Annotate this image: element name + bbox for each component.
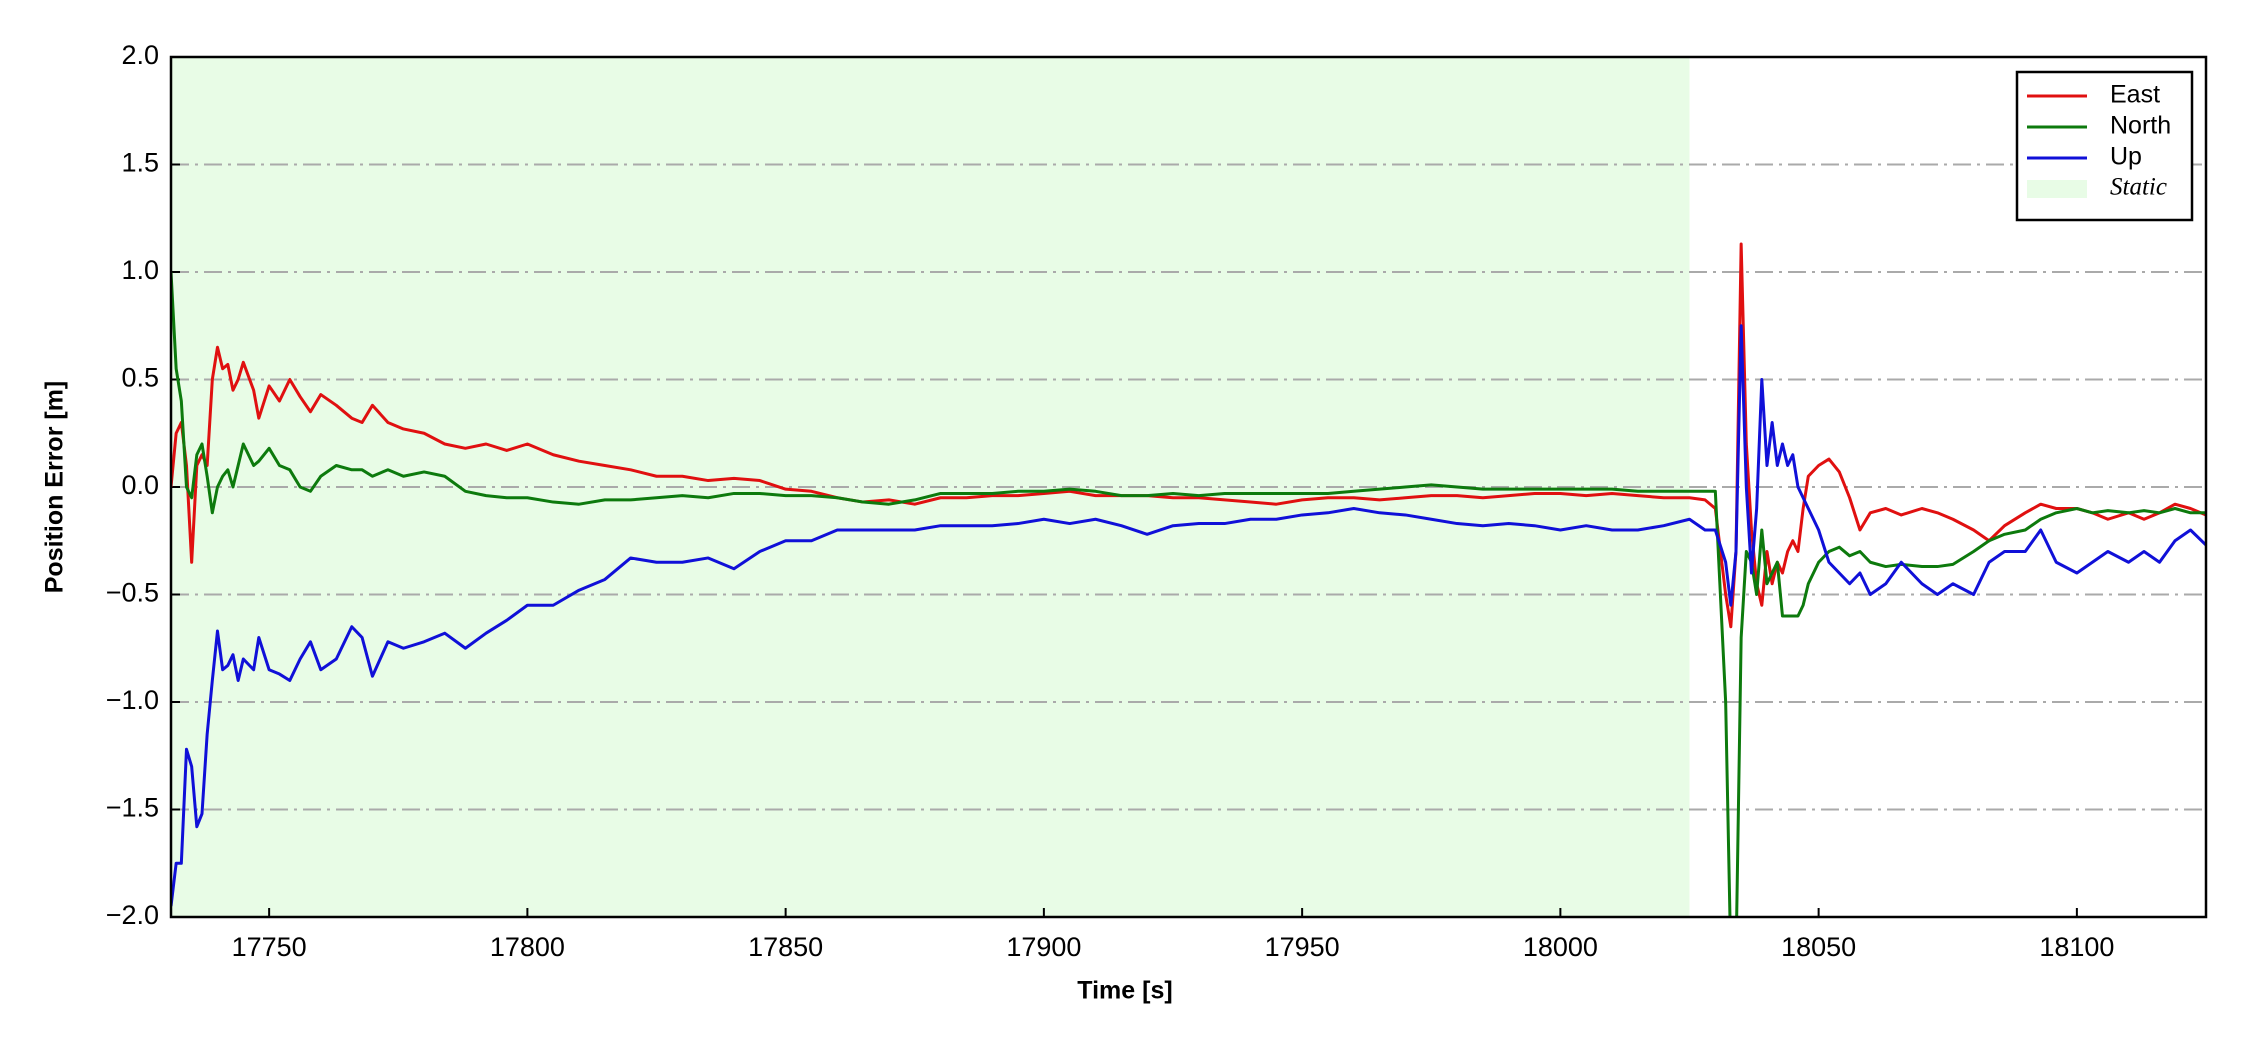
y-tick-label: 1.5 [121,148,159,178]
x-tick-label: 18100 [2039,932,2114,962]
y-tick-label: −1.0 [106,685,159,715]
series-line [171,271,2206,917]
y-tick-label: −0.5 [106,578,159,608]
x-tick-label: 18050 [1781,932,1856,962]
legend-swatch [2027,180,2087,198]
y-tick-label: 0.5 [121,363,159,393]
y-tick-label: 0.0 [121,470,159,500]
plot-frame [169,55,2208,919]
legend-label: East [2110,81,2160,109]
x-tick-label: 17900 [1006,932,1081,962]
series-line [171,242,2206,629]
legend-label: North [2110,112,2171,140]
x-tick-label: 17750 [232,932,307,962]
y-tick-label: 1.0 [121,255,159,285]
y-tick-label: 2.0 [121,40,159,70]
plot-area [171,242,2206,917]
series-line [171,324,2206,907]
legend-label: Up [2110,143,2142,171]
x-tick-label: 17800 [490,932,565,962]
x-tick-label: 17850 [748,932,823,962]
y-tick-label: −2.0 [106,900,159,930]
legend-label: Static [2110,174,2167,201]
y-tick-label: −1.5 [106,793,159,823]
x-tick-label: 17950 [1265,932,1340,962]
x-axis-title: Time [s] [1077,977,1172,1005]
x-tick-label: 18000 [1523,932,1598,962]
y-axis-title: Position Error [m] [41,381,69,594]
